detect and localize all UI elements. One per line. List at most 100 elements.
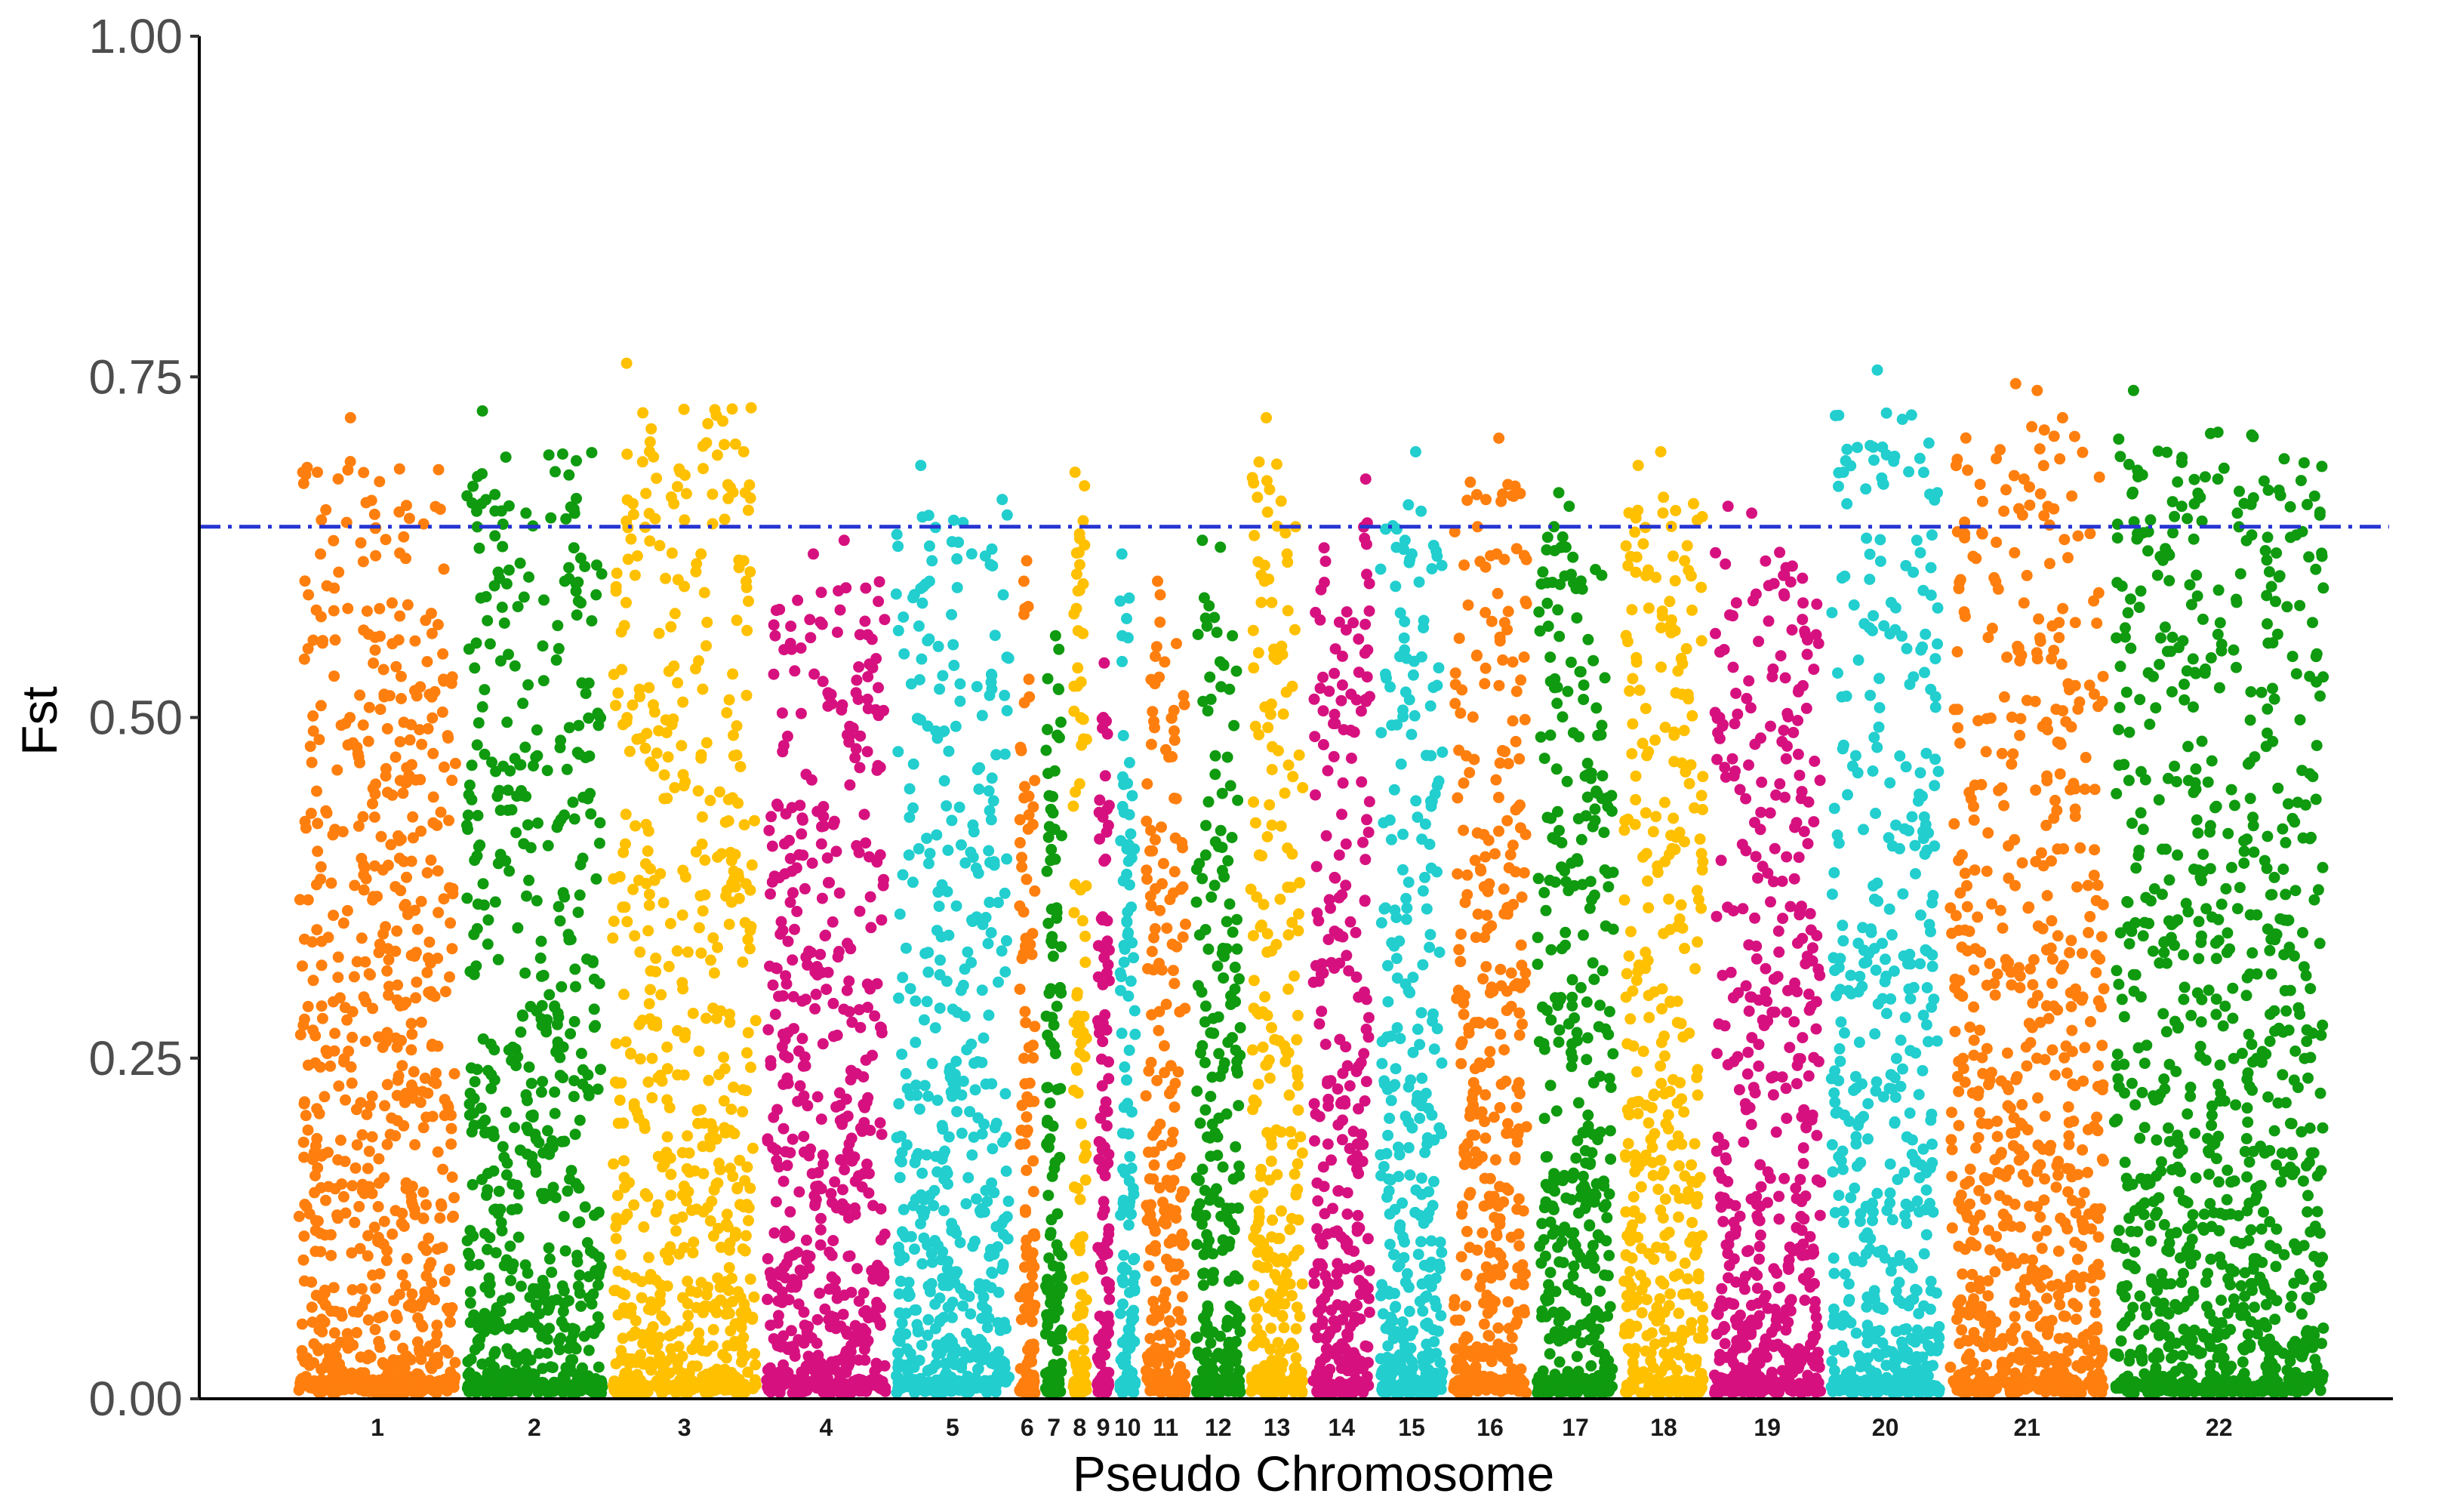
data-point xyxy=(308,1338,320,1350)
data-point xyxy=(1263,1054,1275,1066)
data-point xyxy=(729,1227,741,1239)
data-point xyxy=(942,1255,954,1267)
data-point xyxy=(1248,477,1260,489)
data-point xyxy=(334,992,346,1004)
data-point xyxy=(1295,1366,1307,1378)
data-point xyxy=(507,1041,519,1053)
data-point xyxy=(819,1303,831,1315)
data-point xyxy=(830,1355,842,1367)
data-point xyxy=(1125,1106,1138,1118)
data-point xyxy=(1153,1182,1165,1194)
data-point xyxy=(1122,927,1135,938)
data-point xyxy=(553,642,565,654)
data-point xyxy=(312,845,324,858)
data-point xyxy=(895,1275,907,1287)
data-point xyxy=(479,1114,491,1126)
data-point xyxy=(622,553,634,565)
data-point xyxy=(1027,1155,1039,1167)
data-point xyxy=(1149,1225,1161,1237)
data-point xyxy=(771,1104,784,1116)
data-point xyxy=(624,745,636,757)
data-point xyxy=(682,1320,694,1332)
data-point xyxy=(427,817,439,829)
data-point xyxy=(719,439,730,451)
data-point xyxy=(354,756,365,768)
data-point xyxy=(701,640,712,652)
data-point xyxy=(568,1091,580,1103)
data-point xyxy=(618,988,630,1000)
data-point xyxy=(964,1106,976,1118)
data-point xyxy=(864,891,876,903)
data-point xyxy=(1125,828,1137,840)
data-point xyxy=(698,587,710,599)
data-point xyxy=(827,1235,839,1246)
data-point xyxy=(854,1021,867,1033)
data-point xyxy=(742,1027,754,1039)
data-point xyxy=(987,1267,999,1280)
data-point xyxy=(1149,922,1161,935)
data-point xyxy=(1073,559,1085,571)
data-point xyxy=(1167,965,1179,977)
data-point xyxy=(446,1171,458,1183)
data-point xyxy=(423,1232,435,1244)
data-point xyxy=(399,898,411,910)
data-point xyxy=(1043,987,1055,999)
data-point xyxy=(1292,1009,1304,1021)
data-point xyxy=(717,415,728,427)
data-point xyxy=(334,1135,346,1146)
data-point xyxy=(1103,1056,1114,1068)
data-point xyxy=(1311,1177,1323,1189)
data-point xyxy=(968,826,980,838)
data-point xyxy=(763,824,775,836)
data-point xyxy=(420,614,432,627)
data-point xyxy=(497,1141,509,1153)
data-point xyxy=(1313,915,1325,927)
data-point xyxy=(843,736,855,748)
data-point xyxy=(313,734,325,746)
data-point xyxy=(1123,756,1135,768)
data-point xyxy=(1092,971,1104,983)
data-point xyxy=(1192,629,1204,640)
data-point xyxy=(388,1295,400,1307)
data-point xyxy=(922,1090,935,1102)
data-point xyxy=(368,1221,380,1233)
data-point xyxy=(1191,1331,1203,1343)
data-point xyxy=(1116,971,1127,983)
data-point xyxy=(351,1326,362,1338)
data-point xyxy=(1359,986,1370,998)
data-point xyxy=(929,1298,941,1310)
data-point xyxy=(904,811,916,824)
data-point xyxy=(1154,616,1166,628)
data-point xyxy=(549,1001,561,1013)
data-point xyxy=(1141,778,1153,790)
data-point xyxy=(513,1231,525,1243)
data-point xyxy=(1021,1126,1033,1138)
data-point xyxy=(1229,961,1241,973)
data-point xyxy=(814,1239,827,1251)
data-point xyxy=(962,1381,974,1392)
data-point xyxy=(697,440,709,452)
data-point xyxy=(1048,1162,1061,1175)
data-point xyxy=(517,697,529,710)
data-point xyxy=(1163,1330,1175,1342)
data-point xyxy=(386,1112,398,1124)
data-point xyxy=(596,1381,608,1393)
data-point xyxy=(693,1327,705,1339)
data-point xyxy=(350,1104,362,1116)
data-point xyxy=(907,1199,919,1212)
data-point xyxy=(682,1275,694,1287)
data-point xyxy=(468,968,480,981)
data-point xyxy=(1098,1161,1110,1173)
data-point xyxy=(469,1076,481,1088)
data-point xyxy=(1162,1378,1174,1390)
data-point xyxy=(746,859,758,871)
data-point xyxy=(580,688,592,700)
data-point xyxy=(643,1252,654,1264)
data-point xyxy=(770,605,782,617)
data-point xyxy=(610,1233,622,1245)
data-point xyxy=(689,1165,701,1177)
data-point xyxy=(870,653,882,664)
data-point xyxy=(401,776,413,788)
data-point xyxy=(926,1058,938,1070)
chromosome-12-points xyxy=(1190,534,1246,1400)
